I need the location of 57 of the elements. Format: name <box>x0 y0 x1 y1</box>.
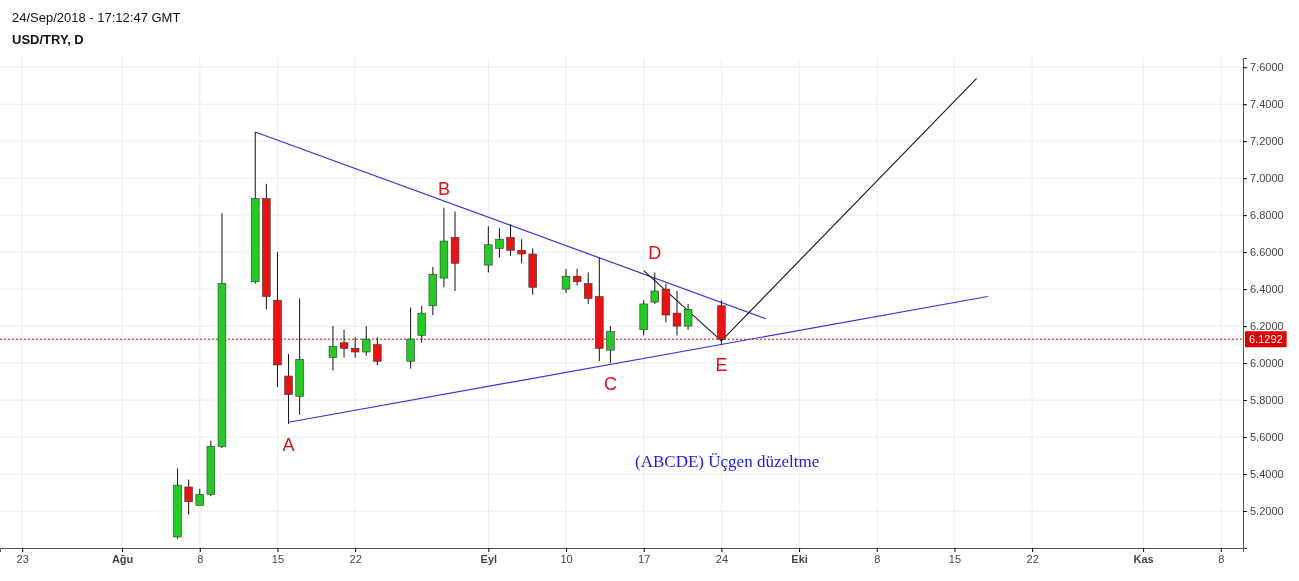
candlestick <box>362 325 371 357</box>
y-tick-label: 6.2000 <box>1250 320 1284 333</box>
candlestick <box>495 227 504 259</box>
y-tick-label: 7.0000 <box>1250 172 1284 185</box>
x-tick-label: Eyl <box>480 552 498 565</box>
candlestick <box>561 268 571 294</box>
candlestick <box>373 336 382 366</box>
y-tick-label: 6.8000 <box>1250 209 1284 222</box>
candlestick <box>606 325 615 364</box>
candlestick <box>417 305 426 344</box>
x-tick-label: 8 <box>874 552 881 565</box>
candlestick <box>350 336 360 359</box>
candlestick <box>572 268 582 286</box>
annotation: E <box>715 355 728 376</box>
candlestick <box>339 329 349 359</box>
candlestick <box>683 303 693 331</box>
candlestick <box>672 290 682 336</box>
x-tick-label: 22 <box>349 552 362 565</box>
x-tick-label: 17 <box>638 552 651 565</box>
y-tick-label: 5.2000 <box>1250 505 1284 518</box>
annotation: C <box>603 373 617 394</box>
x-tick-label: 15 <box>271 552 285 565</box>
ref-line-label: 6.1292 <box>1249 333 1283 346</box>
annotation: (ABCDE) Üçgen düzeltme <box>635 452 820 472</box>
x-tick-label: Eki <box>791 552 808 565</box>
y-tick-label: 5.6000 <box>1250 431 1284 444</box>
x-tick-label: Ağu <box>111 552 134 565</box>
candlestick <box>184 479 193 516</box>
y-tick-label: 7.6000 <box>1250 61 1284 74</box>
y-tick-label: 7.4000 <box>1250 98 1284 111</box>
y-tick-label: 5.8000 <box>1250 394 1284 407</box>
x-tick-label: 24 <box>715 552 729 565</box>
x-tick-label: 22 <box>1026 552 1039 565</box>
annotation: D <box>648 243 662 264</box>
y-tick-label: 7.2000 <box>1250 135 1284 148</box>
y-tick-label: 5.4000 <box>1250 468 1284 481</box>
candlestick <box>506 223 515 257</box>
candlestick <box>328 325 338 371</box>
y-tick-label: 6.6000 <box>1250 246 1284 259</box>
chart-title: USD/TRY, D <box>12 32 84 47</box>
y-tick-label: 6.4000 <box>1250 283 1284 296</box>
candlestick <box>650 271 659 305</box>
candlestick <box>484 225 493 273</box>
chart-subtitle: 24/Sep/2018 - 17:12:47 GMT <box>12 10 181 25</box>
x-tick-label: 10 <box>560 552 573 565</box>
candlestick <box>584 271 593 305</box>
x-tick-label: 8 <box>1218 552 1225 565</box>
annotation: B <box>437 178 450 199</box>
x-tick-label: 8 <box>197 552 204 565</box>
x-tick-label: 23 <box>16 552 29 565</box>
candlestick <box>406 307 415 370</box>
x-tick-label: Kas <box>1133 552 1154 565</box>
candlestick <box>517 238 526 264</box>
x-tick-label: 15 <box>948 552 962 565</box>
candlestick <box>284 353 293 425</box>
y-tick-label: 6.0000 <box>1250 357 1284 370</box>
annotation: A <box>282 434 295 455</box>
